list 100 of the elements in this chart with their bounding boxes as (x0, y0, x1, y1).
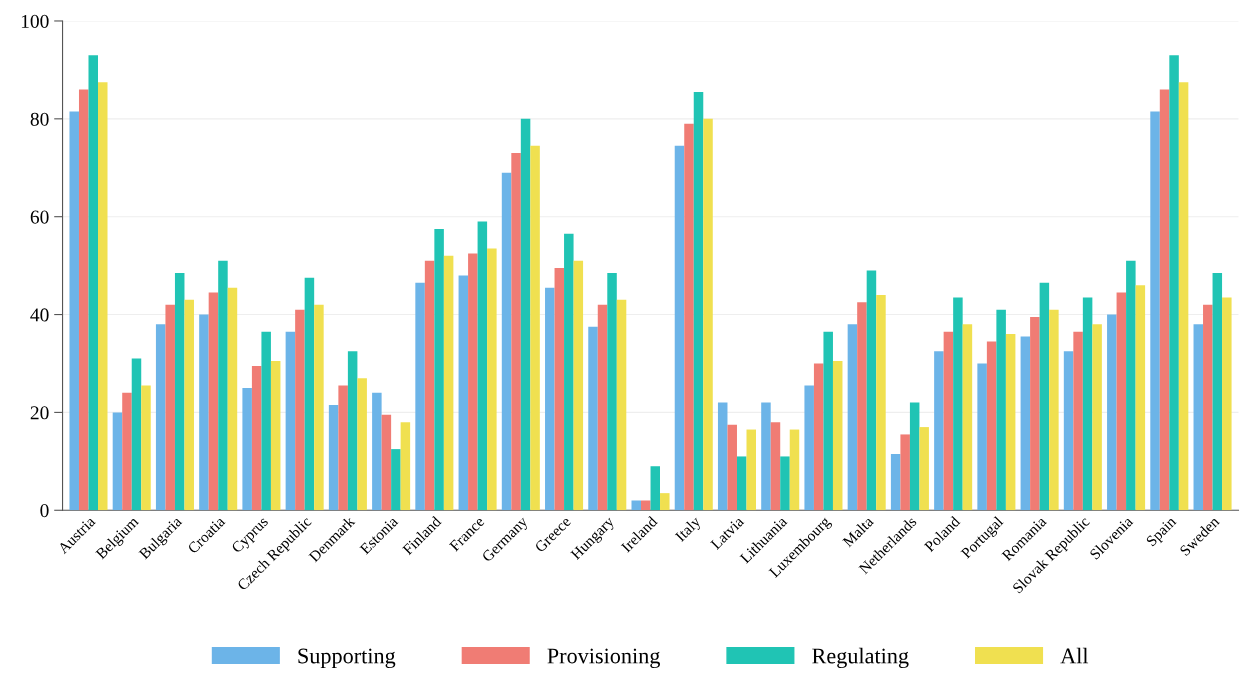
bar (98, 82, 108, 511)
bar (78, 89, 89, 511)
bar (391, 449, 401, 511)
bar (804, 385, 814, 511)
bar (1092, 324, 1102, 511)
bar (511, 153, 521, 511)
legend-label: Supporting (298, 648, 396, 669)
bar (1039, 282, 1050, 511)
bar (1178, 82, 1189, 511)
bar (1082, 297, 1093, 511)
bar (684, 123, 694, 511)
y-tick-label: 80 (30, 112, 49, 126)
bar (295, 309, 305, 511)
bar (1073, 331, 1083, 511)
bar (1203, 304, 1213, 511)
bar (876, 294, 886, 511)
bar (660, 493, 670, 511)
bar (588, 326, 598, 511)
bar (530, 145, 540, 511)
x-tick-label: Italy (674, 515, 704, 545)
bar (501, 172, 512, 511)
bar (890, 454, 901, 511)
bar (400, 422, 411, 511)
bar (727, 424, 737, 511)
bar (69, 111, 79, 511)
bar (943, 331, 954, 511)
bar (736, 456, 747, 511)
bar (208, 292, 219, 511)
bar (564, 233, 574, 511)
bar (789, 429, 800, 511)
bar (1150, 111, 1160, 511)
y-tick-label: 40 (30, 308, 49, 322)
bar (434, 228, 444, 511)
bar (857, 302, 867, 511)
bar (597, 304, 608, 511)
bar (199, 314, 209, 511)
bar (1159, 89, 1170, 511)
bar (1030, 317, 1040, 511)
bar (477, 221, 488, 511)
bar (986, 341, 997, 511)
legend-label: All (1060, 647, 1089, 664)
bar (813, 363, 824, 511)
bar (468, 253, 478, 511)
bar (977, 363, 987, 511)
bar (693, 91, 704, 511)
bar (357, 378, 367, 511)
bar (304, 277, 315, 511)
bar (1005, 334, 1016, 511)
y-tick-label: 20 (30, 406, 49, 420)
y-tick-label: 0 (40, 504, 49, 518)
bar (573, 260, 584, 511)
bar (270, 361, 281, 511)
bar (1107, 314, 1117, 511)
bar (328, 405, 339, 511)
bar (381, 414, 392, 511)
bar (338, 385, 348, 511)
bar (1222, 297, 1232, 511)
bar (1020, 336, 1031, 511)
bar (415, 282, 425, 511)
bar (424, 260, 435, 511)
legend-label: Regulating (812, 647, 909, 669)
bar (953, 297, 963, 511)
bar (141, 385, 151, 511)
bar (242, 387, 252, 511)
bar (545, 287, 555, 511)
bar (674, 145, 685, 511)
bar (372, 392, 382, 511)
bar (1135, 285, 1146, 511)
bar (314, 304, 324, 511)
bar (900, 434, 910, 511)
bar (832, 361, 843, 511)
bar (1193, 324, 1204, 511)
bar (1126, 260, 1136, 511)
bar (996, 309, 1006, 511)
bar (165, 304, 175, 511)
bar (174, 272, 185, 511)
bar (184, 299, 194, 511)
bar (347, 351, 358, 511)
bar (746, 429, 757, 511)
bar (1116, 292, 1127, 511)
bar (770, 422, 781, 511)
y-tick-label: 60 (30, 210, 49, 224)
bar (131, 358, 142, 511)
bar (1063, 351, 1074, 511)
y-tick-label: 100 (21, 14, 49, 28)
bar (155, 324, 166, 511)
bar (962, 324, 973, 511)
bar (443, 255, 454, 511)
bar (616, 299, 627, 511)
bar (780, 456, 790, 511)
bar (919, 427, 929, 511)
bar (218, 260, 228, 511)
bar (520, 118, 531, 511)
bar (823, 331, 833, 511)
bar (1049, 309, 1059, 511)
bar (909, 402, 920, 511)
bar (631, 500, 642, 511)
bar (122, 392, 132, 511)
bar (554, 268, 565, 511)
bar (261, 331, 271, 511)
